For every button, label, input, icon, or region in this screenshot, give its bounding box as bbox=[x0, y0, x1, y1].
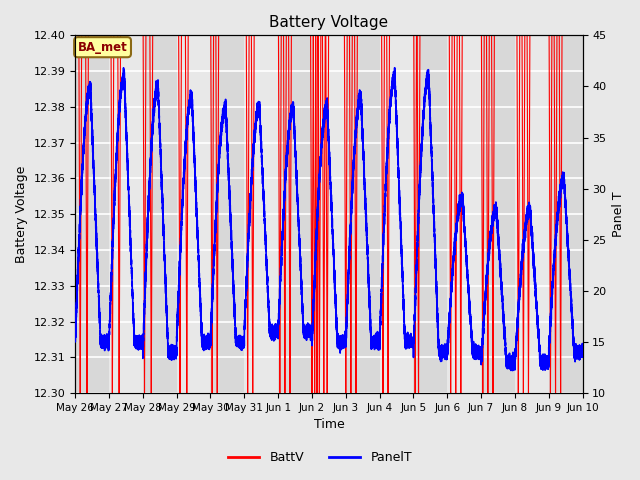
Bar bbox=[278, 36, 312, 393]
Bar bbox=[447, 36, 481, 393]
Bar bbox=[481, 36, 515, 393]
Bar bbox=[380, 36, 413, 393]
Bar bbox=[75, 36, 109, 393]
X-axis label: Time: Time bbox=[314, 419, 344, 432]
Text: BA_met: BA_met bbox=[77, 41, 127, 54]
Bar bbox=[346, 36, 380, 393]
Bar bbox=[244, 36, 278, 393]
Bar bbox=[109, 36, 143, 393]
Bar bbox=[515, 36, 548, 393]
Legend: BattV, PanelT: BattV, PanelT bbox=[223, 446, 417, 469]
Bar bbox=[312, 36, 346, 393]
Title: Battery Voltage: Battery Voltage bbox=[269, 15, 388, 30]
Bar bbox=[211, 36, 244, 393]
Bar bbox=[413, 36, 447, 393]
Bar bbox=[143, 36, 177, 393]
Y-axis label: Battery Voltage: Battery Voltage bbox=[15, 166, 28, 263]
Bar bbox=[548, 36, 582, 393]
Y-axis label: Panel T: Panel T bbox=[612, 192, 625, 237]
Bar bbox=[177, 36, 211, 393]
